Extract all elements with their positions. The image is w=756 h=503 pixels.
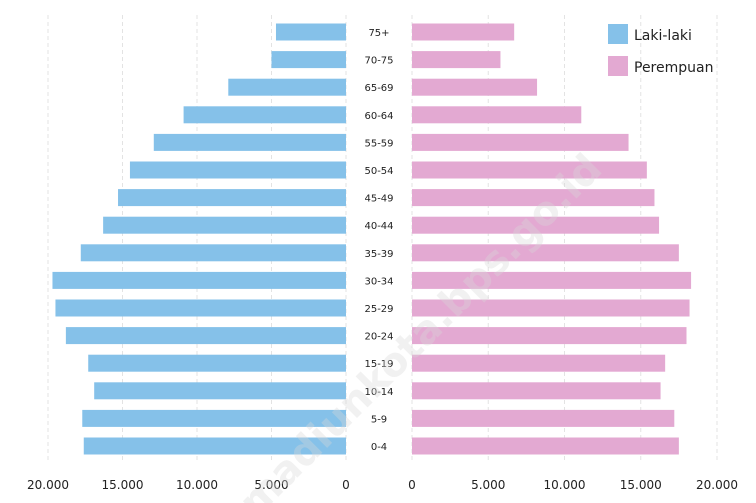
age-label: 5-9: [371, 414, 387, 425]
x-tick-right: 0: [408, 478, 416, 492]
x-tick-left: 0: [342, 478, 350, 492]
legend-swatch-perempuan: [608, 56, 628, 76]
bar-perempuan-35-39: [412, 244, 679, 262]
age-label: 20-24: [364, 332, 393, 343]
legend-label-perempuan: Perempuan: [634, 60, 713, 76]
age-label: 15-19: [364, 359, 393, 370]
bar-laki-laki-35-39: [80, 244, 346, 262]
bar-laki-laki-70-75: [271, 51, 346, 69]
bar-perempuan-75+: [412, 23, 515, 41]
age-label: 40-44: [364, 221, 393, 232]
bar-laki-laki-60-64: [183, 106, 346, 124]
age-label: 30-34: [364, 276, 393, 287]
bar-perempuan-60-64: [412, 106, 582, 124]
age-group-labels: 75+ 70-75 65-69 60-64 55-59 50-54 45-49 40-44 35…: [364, 28, 393, 453]
bar-perempuan-30-34: [412, 271, 692, 289]
age-label: 65-69: [364, 83, 393, 94]
age-label: 10-14: [364, 387, 393, 398]
bar-laki-laki-25-29: [55, 299, 346, 317]
bar-laki-laki-75+: [275, 23, 346, 41]
bar-perempuan-0-4: [412, 437, 679, 455]
bar-laki-laki-0-4: [83, 437, 346, 455]
age-label: 25-29: [364, 304, 393, 315]
age-label: 70-75: [364, 56, 393, 67]
bar-perempuan-50-54: [412, 161, 647, 179]
bar-laki-laki-50-54: [129, 161, 346, 179]
age-label: 35-39: [364, 249, 393, 260]
x-axis-ticks: 20.000 15.000 10.000 5.000 0 0 5.000 10.000 15.0…: [27, 478, 738, 492]
bars: [52, 23, 692, 455]
bar-laki-laki-30-34: [52, 271, 346, 289]
x-tick-right: 15.000: [620, 478, 662, 492]
bar-perempuan-40-44: [412, 216, 660, 234]
bar-laki-laki-45-49: [118, 189, 346, 207]
bar-laki-laki-10-14: [94, 382, 346, 400]
x-tick-left: 5.000: [254, 478, 288, 492]
bar-perempuan-10-14: [412, 382, 661, 400]
age-label: 55-59: [364, 138, 393, 149]
bar-perempuan-70-75: [412, 51, 501, 69]
bar-laki-laki-15-19: [88, 354, 346, 372]
x-tick-right: 10.000: [544, 478, 586, 492]
legend: Laki-laki Perempuan: [608, 24, 713, 76]
legend-swatch-laki-laki: [608, 24, 628, 44]
age-label: 45-49: [364, 194, 393, 205]
age-label: 50-54: [364, 166, 393, 177]
x-tick-left: 20.000: [27, 478, 69, 492]
legend-label-laki-laki: Laki-laki: [634, 28, 692, 44]
age-label: 60-64: [364, 111, 393, 122]
bar-laki-laki-20-24: [65, 327, 346, 345]
bar-laki-laki-55-59: [153, 133, 346, 151]
age-label: 75+: [368, 28, 389, 39]
x-tick-right: 20.000: [696, 478, 738, 492]
bar-laki-laki-40-44: [103, 216, 346, 234]
bar-perempuan-25-29: [412, 299, 690, 317]
bar-perempuan-15-19: [412, 354, 666, 372]
bar-laki-laki-65-69: [228, 78, 346, 96]
x-tick-left: 10.000: [176, 478, 218, 492]
age-label: 0-4: [371, 442, 387, 453]
bar-perempuan-45-49: [412, 189, 655, 207]
bar-perempuan-55-59: [412, 133, 629, 151]
bar-perempuan-65-69: [412, 78, 538, 96]
x-tick-left: 15.000: [102, 478, 144, 492]
x-tick-right: 5.000: [471, 478, 505, 492]
bar-perempuan-20-24: [412, 327, 687, 345]
bar-perempuan-5-9: [412, 409, 675, 427]
bar-laki-laki-5-9: [82, 409, 347, 427]
